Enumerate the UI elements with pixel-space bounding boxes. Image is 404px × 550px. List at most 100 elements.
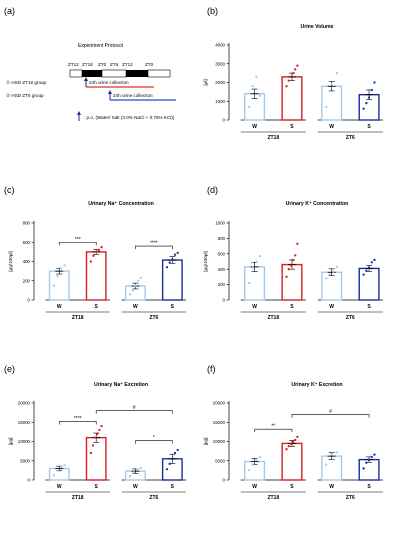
data-point xyxy=(328,273,332,276)
data-point xyxy=(248,281,251,285)
data-point xyxy=(131,289,134,292)
data-point xyxy=(52,284,56,287)
timeline-light-2 xyxy=(101,69,127,78)
chart-title: Urinary Na⁺ Excretion xyxy=(94,382,148,388)
group-label: ZT6 xyxy=(149,495,158,501)
data-point xyxy=(171,457,174,460)
panel-label-e: (e) xyxy=(4,364,15,374)
data-point xyxy=(63,464,66,467)
y-tick-label: 1000 xyxy=(215,99,225,104)
data-point xyxy=(89,260,93,263)
bar-label: S xyxy=(290,124,294,130)
data-point xyxy=(251,463,254,466)
bar-label: W xyxy=(252,124,257,130)
y-tick-label: 600 xyxy=(23,240,31,245)
y-tick-label: 200 xyxy=(23,278,31,283)
y-tick-label: 5000 xyxy=(215,458,225,463)
group-label: ZT18 xyxy=(72,315,84,321)
y-tick-label: 20000 xyxy=(18,401,31,406)
bar xyxy=(358,267,380,301)
data-point xyxy=(367,96,371,99)
chart-d: Urinary K⁺ Concentration [μg/100μl] 0 200 40… xyxy=(203,201,383,321)
data-point xyxy=(325,277,328,280)
data-point xyxy=(289,442,293,445)
timeline-label-zt6: ZT6 xyxy=(110,62,119,67)
bar-label: S xyxy=(367,304,371,310)
significance-bracket xyxy=(58,241,97,246)
panel-label-c: (c) xyxy=(4,185,15,195)
y-tick-label: 200 xyxy=(218,282,226,287)
data-point xyxy=(258,94,262,97)
y-tick-label: 2000 xyxy=(215,80,225,85)
data-point xyxy=(128,293,132,296)
data-point xyxy=(330,453,333,456)
bar-label: S xyxy=(171,484,175,490)
group2-label: ② HSD ZT6 group xyxy=(6,93,44,98)
bar-label: S xyxy=(290,484,294,490)
data-point xyxy=(335,451,339,454)
y-tick-label: 400 xyxy=(218,267,226,272)
y-tick-label: 800 xyxy=(218,236,226,241)
data-point xyxy=(330,83,333,86)
y-tick-label: 0 xyxy=(223,118,226,123)
data-point xyxy=(96,432,99,435)
significance-bracket xyxy=(58,421,97,425)
y-tick-label: 0 xyxy=(223,298,226,303)
data-point xyxy=(251,85,254,88)
chart-c: Urinary Na⁺ Concentration [μg/100μl] 0 200 4… xyxy=(8,201,187,321)
group2-arrowhead xyxy=(108,90,112,94)
group-label: ZT18 xyxy=(267,135,279,141)
data-point xyxy=(168,462,171,465)
significance-bracket xyxy=(95,410,173,414)
data-point xyxy=(171,258,174,261)
bar-label: W xyxy=(252,304,257,310)
data-point xyxy=(370,88,373,92)
data-point xyxy=(89,451,93,455)
data-point xyxy=(296,435,299,439)
significance-label: **** xyxy=(150,241,158,247)
chart-title: Urinary Na⁺ Concentration xyxy=(88,201,154,207)
data-point xyxy=(373,453,376,456)
data-point xyxy=(294,254,297,257)
timeline-light-1 xyxy=(69,69,83,78)
data-point xyxy=(134,284,137,287)
data-point xyxy=(92,254,95,257)
data-point xyxy=(296,64,299,67)
group-label: ZT18 xyxy=(267,315,279,321)
timeline-dark-2 xyxy=(126,70,148,77)
group1-arrowhead xyxy=(84,77,88,81)
data-point xyxy=(128,475,132,478)
significance-label: ** xyxy=(271,424,275,430)
bar-label: W xyxy=(57,484,62,490)
data-point xyxy=(291,440,295,444)
y-axis-label: [μl] xyxy=(203,79,208,85)
collection-label-2: 24h urine collection xyxy=(113,93,153,98)
bar-label: W xyxy=(329,124,334,130)
data-point xyxy=(258,254,262,258)
y-tick-label: 5000 xyxy=(20,458,30,463)
bar xyxy=(321,271,343,301)
data-point xyxy=(325,463,328,466)
y-tick-label: 3000 xyxy=(215,61,225,66)
data-point xyxy=(59,267,63,270)
chart-f: Urinary K⁺ Excretion [μg] 0 5000 10000 15000 2… xyxy=(203,382,383,501)
bar xyxy=(85,436,107,481)
data-point xyxy=(335,71,339,75)
data-point xyxy=(248,468,251,472)
bar xyxy=(281,76,303,121)
group-label: ZT18 xyxy=(72,495,84,501)
data-point xyxy=(367,266,371,269)
data-point xyxy=(291,258,295,262)
data-point xyxy=(373,81,376,84)
data-point xyxy=(296,242,299,245)
data-point xyxy=(59,465,63,469)
significance-label: # xyxy=(133,405,136,411)
data-point xyxy=(56,469,59,472)
data-point xyxy=(365,269,368,272)
data-point xyxy=(251,266,254,269)
data-point xyxy=(332,270,335,273)
legend-arrowhead xyxy=(77,111,81,115)
y-tick-label: 20000 xyxy=(213,401,226,406)
